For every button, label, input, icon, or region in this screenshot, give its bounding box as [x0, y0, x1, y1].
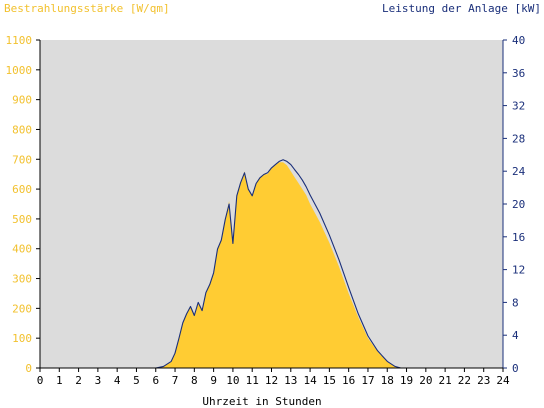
x-tick-label: 22 — [458, 374, 471, 387]
y-right-tick-label: 8 — [512, 296, 519, 309]
x-tick-label: 2 — [75, 374, 82, 387]
y-right-tick-label: 28 — [512, 132, 525, 145]
y-left-tick-label: 200 — [12, 302, 32, 315]
y-left-tick-label: 400 — [12, 243, 32, 256]
y-left-tick-label: 900 — [12, 94, 32, 107]
y-right-tick-label: 20 — [512, 198, 525, 211]
y-right-tick-label: 24 — [512, 165, 526, 178]
y-right-tick-label: 40 — [512, 34, 525, 47]
series-irradiance-area — [40, 162, 503, 368]
x-tick-label: 4 — [114, 374, 121, 387]
x-tick-label: 13 — [284, 374, 297, 387]
series-power-line — [40, 159, 503, 369]
y-left-tick-label: 500 — [12, 213, 32, 226]
x-tick-label: 1 — [56, 374, 63, 387]
y-right-tick-label: 16 — [512, 231, 525, 244]
x-tick-label: 15 — [323, 374, 336, 387]
y-left-tick-label: 100 — [12, 332, 32, 345]
x-axis-title: Uhrzeit in Stunden — [202, 395, 321, 408]
x-tick-label: 16 — [342, 374, 355, 387]
y-left-tick-label: 0 — [25, 362, 32, 375]
x-tick-label: 7 — [172, 374, 179, 387]
x-tick-label: 6 — [152, 374, 159, 387]
y-left-tick-label: 1000 — [6, 64, 33, 77]
y-right-tick-label: 4 — [512, 329, 519, 342]
x-tick-label: 24 — [496, 374, 510, 387]
x-tick-label: 18 — [381, 374, 394, 387]
right-axis-title: Leistung der Anlage [kW] — [382, 2, 541, 15]
x-tick-label: 23 — [477, 374, 490, 387]
y-left-tick-label: 700 — [12, 153, 32, 166]
x-tick-label: 0 — [37, 374, 44, 387]
x-tick-label: 14 — [303, 374, 317, 387]
y-right-tick-label: 12 — [512, 264, 525, 277]
y-right-tick-label: 36 — [512, 67, 525, 80]
x-tick-label: 5 — [133, 374, 140, 387]
x-tick-label: 3 — [95, 374, 102, 387]
y-left-tick-label: 1100 — [6, 34, 33, 47]
y-right-tick-label: 32 — [512, 100, 525, 113]
y-left-tick-label: 300 — [12, 273, 32, 286]
x-tick-label: 19 — [400, 374, 413, 387]
x-tick-label: 20 — [419, 374, 432, 387]
y-left-tick-label: 600 — [12, 183, 32, 196]
x-tick-label: 17 — [361, 374, 374, 387]
x-tick-label: 12 — [265, 374, 278, 387]
x-tick-label: 21 — [439, 374, 452, 387]
x-tick-label: 11 — [246, 374, 259, 387]
x-tick-label: 8 — [191, 374, 198, 387]
x-tick-label: 9 — [210, 374, 217, 387]
x-tick-label: 10 — [226, 374, 239, 387]
left-axis-title: Bestrahlungsstärke [W/qm] — [4, 2, 170, 15]
y-right-tick-label: 0 — [512, 362, 519, 375]
y-left-tick-label: 800 — [12, 123, 32, 136]
